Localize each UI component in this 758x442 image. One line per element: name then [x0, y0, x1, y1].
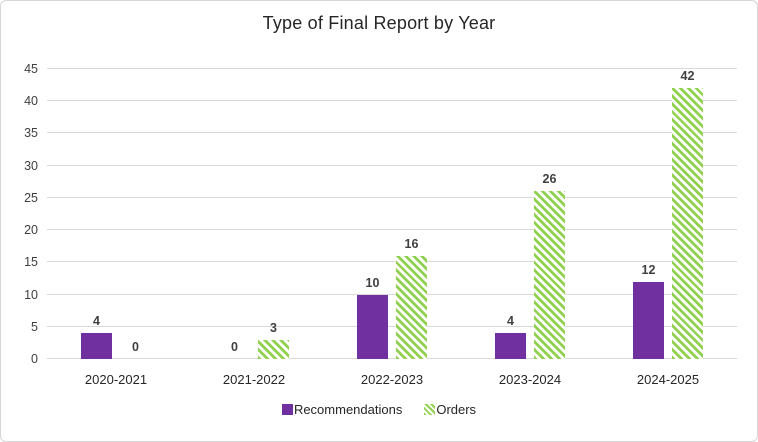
y-axis-tick-label: 20 [24, 223, 38, 238]
bar-group: 4 26 2023-2024 [461, 69, 599, 387]
plot-area: 0 5 10 15 20 25 30 35 40 45 4 0 2020-2021 0 3 2021-2022… [24, 62, 737, 387]
data-label: 16 [404, 236, 419, 251]
bar-recommendations: 12 [633, 263, 664, 359]
gridline [47, 68, 737, 69]
legend-label: Recommendations [293, 402, 403, 417]
x-axis-category-label: 2020-2021 [84, 372, 148, 387]
x-axis-category-label: 2023-2024 [498, 372, 562, 387]
data-label: 26 [542, 172, 557, 187]
bar-orders: 26 [534, 172, 565, 359]
data-label: 0 [132, 340, 139, 354]
gridline [47, 358, 737, 359]
bar-orders: 16 [396, 237, 427, 359]
y-axis-tick-label: 35 [24, 126, 38, 141]
x-axis-category-label: 2021-2022 [222, 372, 286, 387]
bar-group: 12 42 2024-2025 [599, 69, 737, 387]
y-axis-tick-label: 10 [24, 287, 38, 302]
bar-orders: 42 [672, 69, 703, 359]
gridline [47, 100, 737, 102]
bar-group: 10 16 2022-2023 [323, 69, 461, 387]
bar-group: 4 0 2020-2021 [47, 69, 185, 387]
y-axis-tick-label: 5 [31, 319, 38, 334]
y-axis-tick-label: 15 [24, 255, 38, 270]
legend: Recommendations Orders [1, 402, 757, 417]
legend-swatch-recommendations [281, 404, 293, 415]
data-label: 0 [231, 340, 238, 354]
y-axis-tick-label: 30 [24, 158, 38, 173]
data-label: 4 [507, 314, 514, 329]
gridline [47, 293, 737, 295]
gridline [47, 164, 737, 166]
gridline [47, 261, 737, 263]
bar-groups: 4 0 2020-2021 0 3 2021-2022 10 16 2022-2023 4 26 20… [47, 69, 737, 387]
bar-orders: 3 [258, 321, 289, 359]
y-axis-tick-label: 45 [24, 62, 38, 76]
gridline [47, 229, 737, 231]
legend-swatch-orders [424, 404, 436, 415]
data-label: 10 [365, 275, 380, 290]
data-label: 12 [641, 262, 656, 277]
chart-title: Type of Final Report by Year [262, 13, 496, 33]
legend-item-recommendations: Recommendations [281, 402, 403, 417]
y-axis-tick-label: 0 [31, 352, 38, 366]
y-axis-tick-label: 25 [24, 190, 38, 205]
legend-item-orders: Orders [424, 402, 476, 417]
data-label: 4 [93, 314, 100, 329]
data-label: 42 [680, 69, 695, 84]
gridline [47, 196, 737, 198]
bar-recommendations: 10 [357, 276, 388, 359]
legend-label: Orders [436, 402, 477, 417]
data-label: 3 [270, 320, 277, 335]
gridline [47, 132, 737, 134]
gridline [47, 325, 737, 327]
x-axis-category-label: 2022-2023 [360, 372, 424, 387]
y-axis-tick-label: 40 [24, 94, 38, 109]
x-axis-category-label: 2024-2025 [636, 372, 700, 387]
bar-recommendations: 4 [81, 314, 112, 359]
bar-recommendations: 4 [495, 314, 526, 359]
bar-group: 0 3 2021-2022 [185, 69, 323, 387]
